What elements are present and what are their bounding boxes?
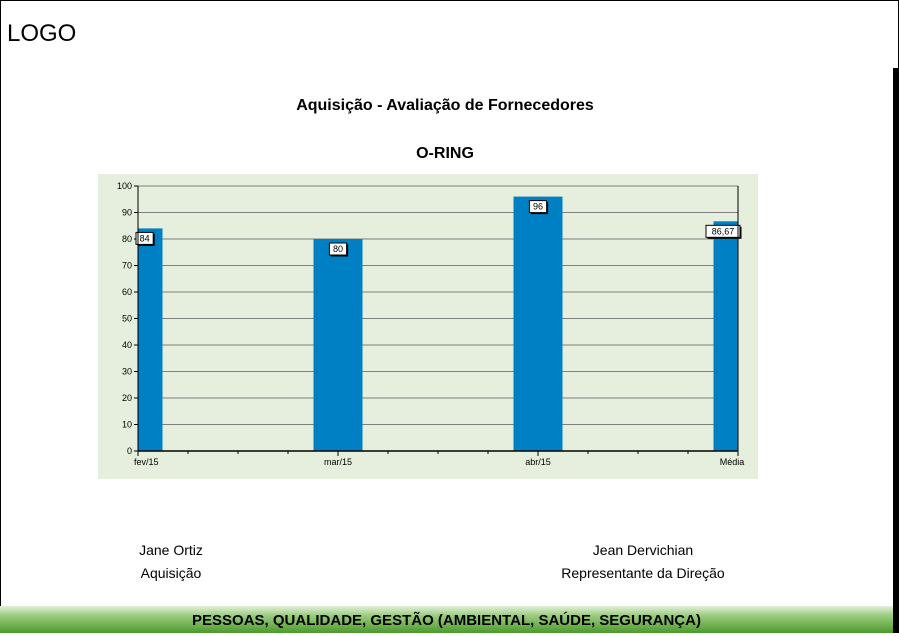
y-tick-label: 40 bbox=[122, 340, 132, 350]
chart-bars bbox=[138, 196, 738, 451]
x-category-label: fev/15 bbox=[134, 457, 159, 467]
value-label-box bbox=[135, 231, 154, 245]
bar bbox=[713, 221, 738, 451]
footer-banner: PESSOAS, QUALIDADE, GESTÃO (AMBIENTAL, S… bbox=[0, 606, 893, 633]
y-tick-label: 0 bbox=[127, 446, 132, 456]
bar-chart: 0 10 20 30 40 50 60 70 80 90 100 84 80 96 86,67 fev/1… bbox=[98, 174, 758, 479]
value-label-box bbox=[705, 224, 741, 238]
value-label: 80 bbox=[333, 244, 343, 254]
value-label: 84 bbox=[140, 233, 150, 243]
bar bbox=[138, 228, 163, 451]
y-tick-label: 90 bbox=[122, 208, 132, 218]
logo: LOGO bbox=[7, 20, 77, 47]
y-tick-label: 60 bbox=[122, 287, 132, 297]
y-tick-label: 30 bbox=[122, 367, 132, 377]
value-label-box bbox=[528, 200, 548, 214]
value-label: 86,67 bbox=[712, 226, 735, 236]
chart-grid bbox=[138, 185, 738, 425]
chart-value-labels: 84 80 96 86,67 bbox=[135, 200, 742, 257]
y-tick-label: 100 bbox=[117, 181, 132, 191]
report-title: Aquisição - Avaliação de Fornecedores bbox=[296, 97, 594, 114]
y-tick-label: 20 bbox=[122, 393, 132, 403]
y-tick-label: 70 bbox=[122, 261, 132, 271]
y-tick-label: 10 bbox=[122, 420, 132, 430]
y-tick-label: 80 bbox=[122, 234, 132, 244]
value-label: 96 bbox=[533, 202, 543, 212]
y-axis-ticks: 0 10 20 30 40 50 60 70 80 90 100 bbox=[117, 181, 138, 456]
y-tick-label: 50 bbox=[122, 314, 132, 324]
bar bbox=[513, 196, 563, 451]
value-label-box bbox=[328, 242, 348, 256]
signature-right-name: Jean Dervichian bbox=[592, 542, 694, 558]
signature-left-role: Aquisição bbox=[140, 565, 202, 581]
chart-title: O-RING bbox=[416, 145, 474, 162]
x-category-label: mar/15 bbox=[324, 457, 352, 467]
x-axis-labels: fev/15 mar/15 abr/15 Média bbox=[134, 451, 744, 467]
bar bbox=[313, 239, 363, 451]
x-category-label: abr/15 bbox=[525, 457, 551, 467]
chart-background bbox=[98, 174, 758, 479]
signature-right-role: Representante da Direção bbox=[561, 565, 725, 581]
chart-axes bbox=[137, 186, 739, 452]
signature-left-name: Jane Ortiz bbox=[139, 542, 203, 558]
page-edge bbox=[893, 68, 899, 633]
x-category-label: Média bbox=[720, 457, 745, 467]
